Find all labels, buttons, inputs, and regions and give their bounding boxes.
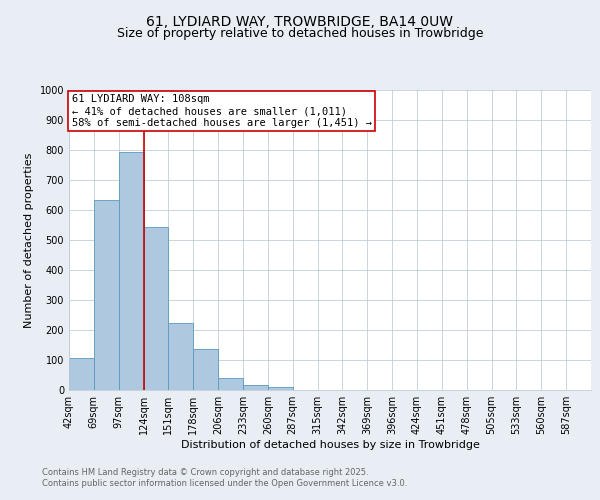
Text: 61, LYDIARD WAY, TROWBRIDGE, BA14 0UW: 61, LYDIARD WAY, TROWBRIDGE, BA14 0UW bbox=[146, 16, 454, 30]
Text: Contains HM Land Registry data © Crown copyright and database right 2025.
Contai: Contains HM Land Registry data © Crown c… bbox=[42, 468, 407, 487]
Bar bbox=[143, 227, 169, 390]
Bar bbox=[119, 152, 143, 390]
Bar bbox=[69, 358, 94, 390]
Text: Size of property relative to detached houses in Trowbridge: Size of property relative to detached ho… bbox=[117, 28, 483, 40]
Bar bbox=[268, 388, 293, 390]
Bar bbox=[193, 349, 218, 390]
Y-axis label: Number of detached properties: Number of detached properties bbox=[24, 152, 34, 328]
Bar bbox=[94, 200, 119, 390]
Bar bbox=[243, 385, 268, 390]
Text: 61 LYDIARD WAY: 108sqm
← 41% of detached houses are smaller (1,011)
58% of semi-: 61 LYDIARD WAY: 108sqm ← 41% of detached… bbox=[71, 94, 371, 128]
Bar bbox=[169, 324, 193, 390]
X-axis label: Distribution of detached houses by size in Trowbridge: Distribution of detached houses by size … bbox=[181, 440, 479, 450]
Bar bbox=[218, 378, 243, 390]
